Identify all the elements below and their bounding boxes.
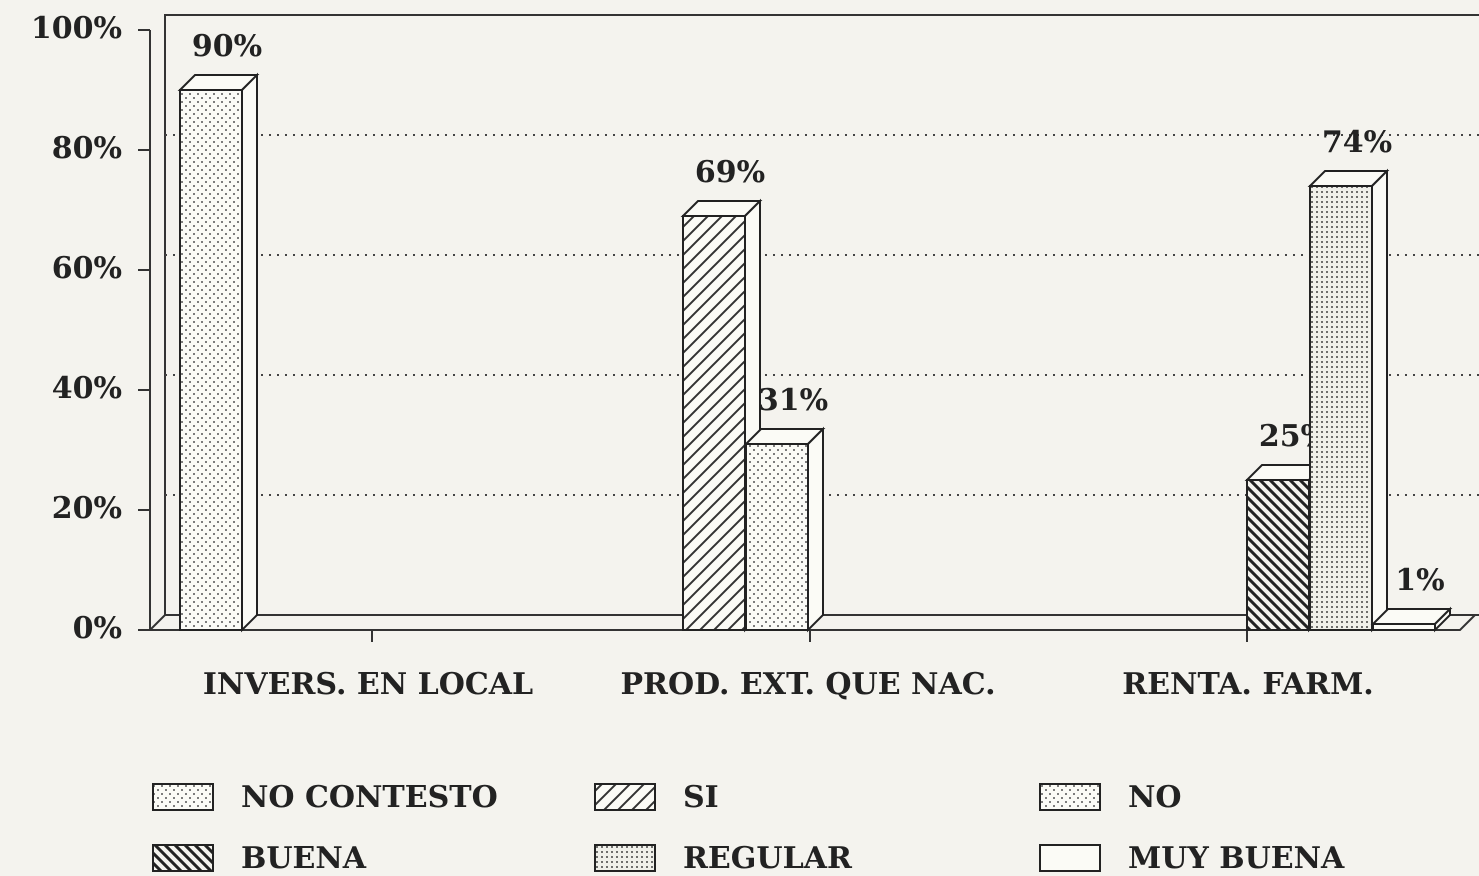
data-label: 74% [1322, 125, 1392, 160]
legend-label: NO [1128, 780, 1182, 815]
data-label: 31% [758, 383, 828, 418]
data-label: 69% [695, 155, 765, 190]
bar-side [241, 72, 258, 633]
x-tick-label: INVERS. EN LOCAL [203, 667, 533, 702]
bar-side [1434, 606, 1451, 633]
y-tick-label: 20% [52, 491, 122, 526]
x-tick-label: RENTA. FARM. [1122, 667, 1373, 702]
data-label: 90% [192, 29, 262, 64]
legend-label: MUY BUENA [1128, 841, 1345, 876]
bar [745, 443, 809, 631]
x-tick-label: PROD. EXT. QUE NAC. [620, 667, 995, 702]
legend-label: BUENA [241, 841, 367, 876]
data-label: 1% [1395, 563, 1444, 598]
bar-side [1371, 168, 1388, 633]
legend-label: SI [683, 780, 719, 815]
legend-swatch [1039, 844, 1101, 872]
y-tick-label: 40% [52, 371, 122, 406]
bar [1309, 185, 1373, 631]
y-tick-label: 80% [52, 131, 122, 166]
y-tick-label: 100% [31, 11, 122, 46]
legend-swatch [1039, 783, 1101, 811]
legend-swatch [152, 783, 214, 811]
legend-label: NO CONTESTO [241, 780, 498, 815]
walls [149, 14, 1479, 631]
legend-label: REGULAR [683, 841, 853, 876]
bar-side [807, 426, 824, 633]
legend-swatch [594, 783, 656, 811]
bar [1246, 479, 1310, 631]
y-tick-label: 0% [73, 611, 122, 646]
legend-swatch [594, 844, 656, 872]
bar [682, 215, 746, 631]
bar [179, 89, 243, 631]
legend-swatch [152, 844, 214, 872]
y-tick-label: 60% [52, 251, 122, 286]
